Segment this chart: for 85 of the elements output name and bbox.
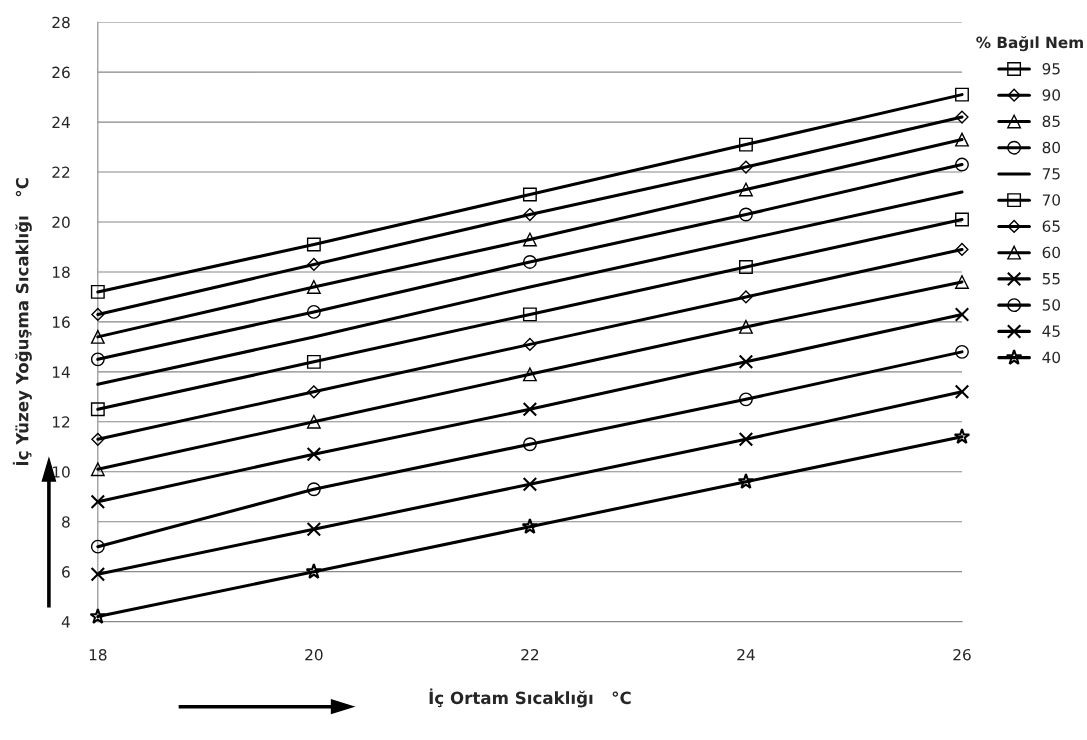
point xyxy=(306,521,322,537)
y-tick-label: 26 xyxy=(52,66,70,79)
point xyxy=(306,304,321,319)
legend-label: 55 xyxy=(1042,273,1060,285)
point xyxy=(523,207,537,222)
x-tick-label: 18 xyxy=(89,648,107,661)
point xyxy=(739,182,753,197)
legend-label: 80 xyxy=(1042,141,1061,154)
point xyxy=(954,384,970,400)
y-tick-label: 6 xyxy=(62,566,70,578)
point xyxy=(307,257,321,272)
y-tick-label: 16 xyxy=(52,316,70,328)
legend-title: % Bağıl Nem xyxy=(976,35,1083,52)
legend-label: 45 xyxy=(1042,325,1060,337)
point xyxy=(522,255,537,269)
point xyxy=(738,354,754,370)
point xyxy=(306,414,321,429)
legend-label: 95 xyxy=(1042,62,1060,75)
point xyxy=(955,274,969,289)
point xyxy=(521,518,539,534)
x-tick-label: 20 xyxy=(305,648,323,661)
x-tick-label: 22 xyxy=(521,648,539,661)
point xyxy=(739,319,753,334)
point xyxy=(306,354,321,369)
point xyxy=(90,566,106,582)
y-tick-label: 14 xyxy=(52,366,70,378)
point xyxy=(91,432,105,446)
point xyxy=(522,476,538,492)
point xyxy=(306,279,321,294)
point xyxy=(955,132,969,147)
point xyxy=(955,87,969,102)
x-tick-label: 26 xyxy=(953,648,971,661)
y-tick-label: 8 xyxy=(62,516,70,528)
legend-label: 85 xyxy=(1042,115,1060,127)
point xyxy=(522,402,538,417)
point xyxy=(523,337,537,351)
point xyxy=(737,473,755,489)
y-tick-label: 20 xyxy=(52,216,70,229)
point xyxy=(306,237,321,252)
y-tick-label: 22 xyxy=(52,166,70,178)
point xyxy=(522,437,537,452)
y-tick-label: 18 xyxy=(52,266,70,278)
y-tick-label: 28 xyxy=(52,16,70,29)
y-tick-label: 12 xyxy=(52,416,70,428)
point xyxy=(522,367,537,382)
point xyxy=(90,352,105,367)
point xyxy=(739,137,753,152)
point xyxy=(306,446,322,462)
x-tick-label: 24 xyxy=(737,648,755,661)
legend-label: 50 xyxy=(1042,299,1061,311)
point xyxy=(90,402,105,417)
point xyxy=(739,207,753,222)
point xyxy=(305,562,323,579)
point xyxy=(90,284,105,299)
legend-label: 60 xyxy=(1042,246,1061,259)
y-axis-title: İç Yüzey Yoğuşma Sıcaklığı °C xyxy=(12,178,32,466)
legend-label: 75 xyxy=(1042,168,1060,180)
point xyxy=(739,392,753,407)
point xyxy=(522,232,537,247)
legend-label: 65 xyxy=(1042,220,1060,232)
point xyxy=(90,329,105,344)
y-tick-label: 10 xyxy=(52,466,70,478)
point xyxy=(739,260,753,274)
point xyxy=(955,157,969,172)
point xyxy=(955,344,969,359)
point xyxy=(91,307,105,321)
y-tick-label: 24 xyxy=(52,116,70,128)
point xyxy=(522,187,537,202)
point xyxy=(954,307,970,322)
point xyxy=(955,242,969,257)
point xyxy=(90,462,105,477)
point xyxy=(90,539,105,554)
legend-label: 70 xyxy=(1042,194,1061,206)
line-series xyxy=(96,190,964,386)
point xyxy=(953,428,971,444)
x-axis-title: İç Ortam Sıcaklığı °C xyxy=(429,688,631,708)
point xyxy=(89,607,107,624)
legend-label: 90 xyxy=(1042,89,1061,101)
point xyxy=(955,212,969,227)
point xyxy=(306,482,321,497)
point xyxy=(90,494,106,510)
point xyxy=(522,307,537,322)
y-tick-label: 4 xyxy=(61,616,70,628)
legend-label: 40 xyxy=(1042,351,1061,364)
point xyxy=(738,431,754,447)
